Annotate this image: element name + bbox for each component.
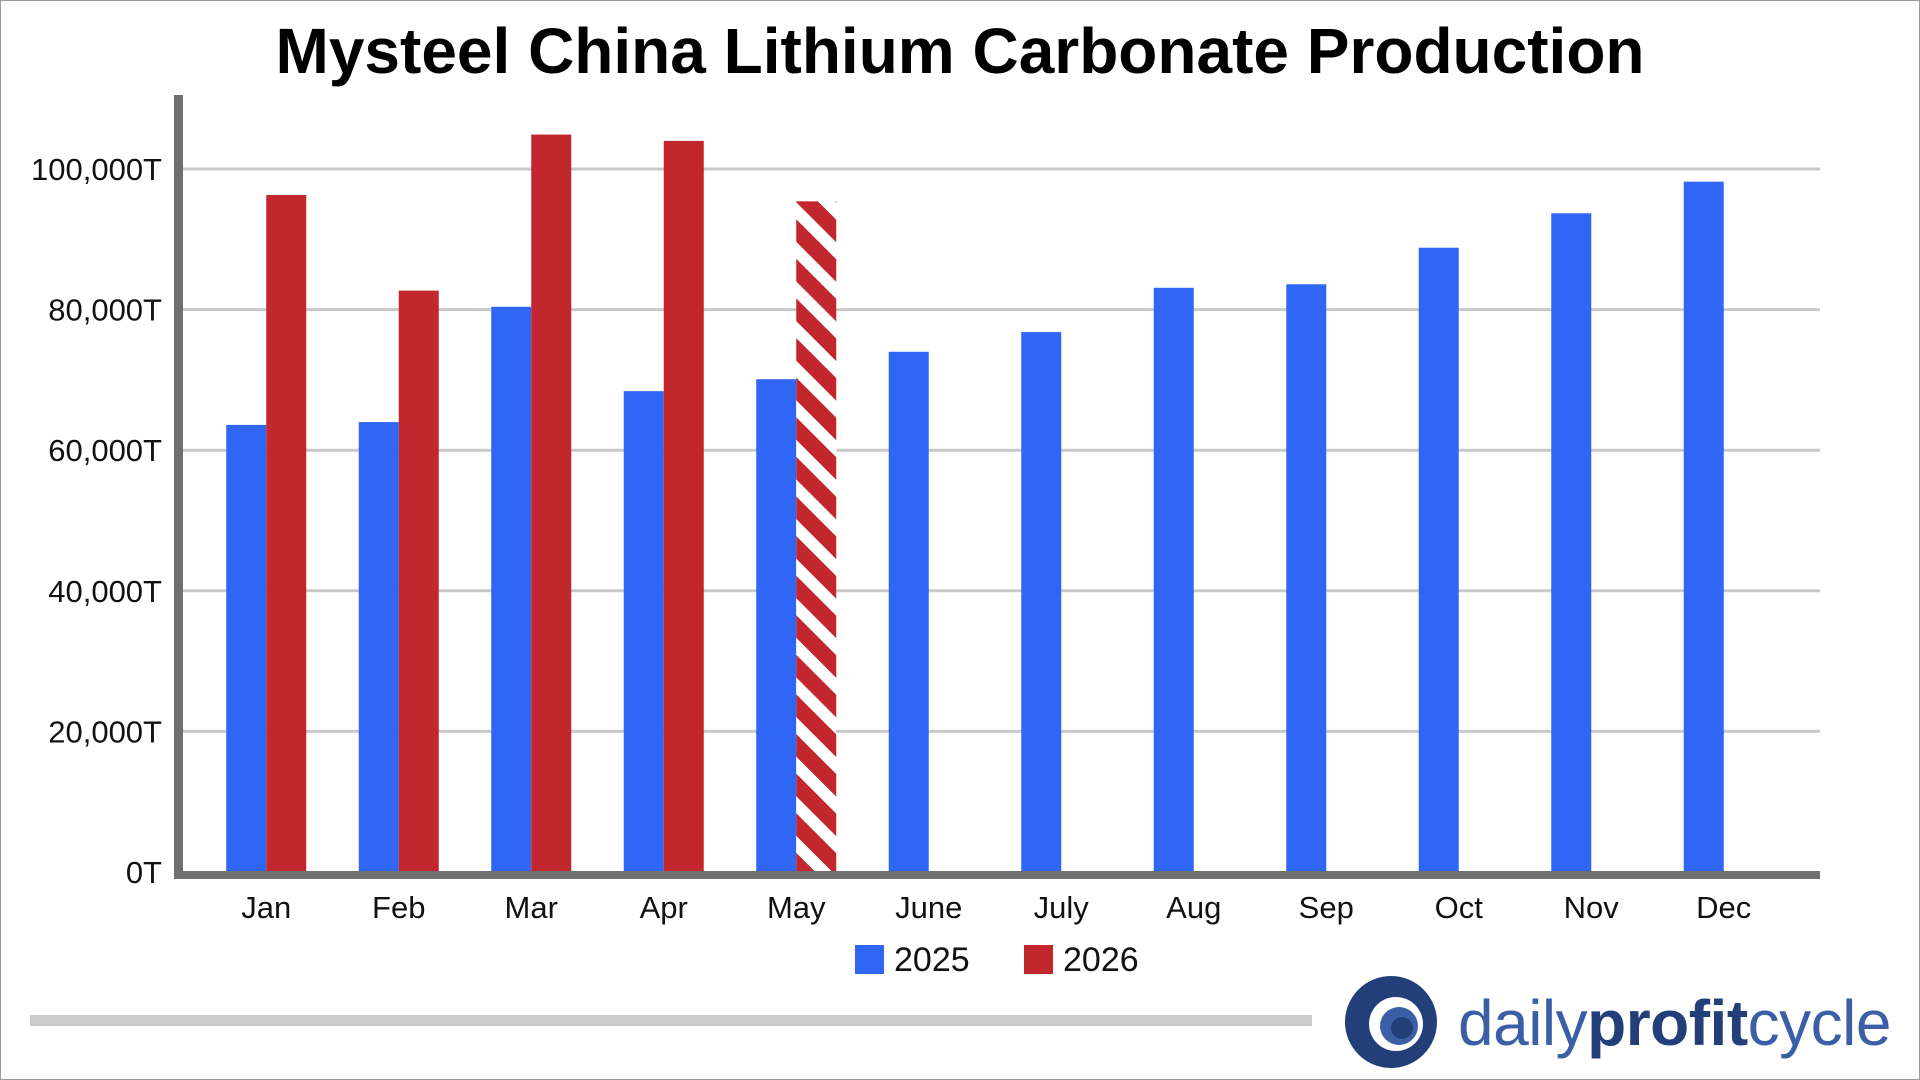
legend-label-2026: 2026 bbox=[1063, 941, 1139, 979]
footer-divider bbox=[30, 1015, 1312, 1026]
y-axis-line bbox=[174, 95, 183, 878]
x-tick-label: Sep bbox=[1299, 890, 1354, 925]
axes bbox=[174, 95, 1820, 879]
brand-emphasis: profit bbox=[1587, 987, 1748, 1059]
bar-2025-oct bbox=[1418, 247, 1459, 873]
bar-2025-may bbox=[756, 379, 797, 872]
y-tick-labels: 0T 20,000T 40,000T 60,000T 80,000T 100,000T bbox=[31, 152, 162, 890]
circle-logo-icon bbox=[1345, 976, 1437, 1068]
x-tick-label: May bbox=[767, 890, 826, 925]
legend: 2025 2026 bbox=[855, 941, 1139, 979]
bar-2026-may bbox=[796, 201, 837, 872]
bar-2026-feb bbox=[398, 290, 439, 872]
y-tick-label: 0T bbox=[126, 855, 162, 890]
x-tick-label: Aug bbox=[1166, 890, 1221, 925]
chart-title: Mysteel China Lithium Carbonate Producti… bbox=[275, 15, 1645, 87]
bar-2026-apr bbox=[663, 140, 704, 872]
x-tick-label: Apr bbox=[640, 890, 688, 925]
y-tick-label: 40,000T bbox=[48, 574, 162, 609]
x-tick-label: Jan bbox=[241, 890, 291, 925]
x-tick-labels: Jan Feb Mar Apr May June July Aug Sep Oct Nov Dec bbox=[241, 890, 1751, 925]
y-tick-label: 20,000T bbox=[48, 714, 162, 749]
brand-suffix: cycle bbox=[1747, 987, 1892, 1059]
x-tick-label: Oct bbox=[1435, 890, 1484, 925]
y-tick-label: 100,000T bbox=[31, 152, 162, 187]
bar-2025-sep bbox=[1286, 284, 1327, 872]
bar-2025-july bbox=[1021, 332, 1062, 872]
bar-2026-jan bbox=[266, 195, 307, 873]
bar-2025-apr bbox=[623, 391, 664, 872]
x-tick-label: Nov bbox=[1564, 890, 1620, 925]
x-tick-label: June bbox=[895, 890, 962, 925]
gridlines bbox=[183, 167, 1820, 733]
x-axis-line bbox=[174, 871, 1820, 879]
x-tick-label: Mar bbox=[505, 890, 558, 925]
bar-2026-mar bbox=[531, 134, 572, 873]
legend-label-2025: 2025 bbox=[894, 941, 970, 979]
bar-2025-feb bbox=[358, 422, 399, 872]
bar-2025-dec bbox=[1683, 181, 1724, 873]
brand-prefix: daily bbox=[1458, 987, 1588, 1059]
bar-2025-jan bbox=[226, 424, 267, 872]
bar-2025-nov bbox=[1551, 213, 1592, 872]
bars bbox=[226, 134, 1724, 873]
brand-wordmark: dailyprofitcycle bbox=[1458, 986, 1891, 1060]
x-tick-label: Dec bbox=[1696, 890, 1751, 925]
y-tick-label: 60,000T bbox=[48, 433, 162, 468]
legend-swatch-2026 bbox=[1024, 945, 1053, 974]
bar-2025-aug bbox=[1153, 287, 1194, 872]
legend-swatch-2025 bbox=[855, 945, 884, 974]
y-tick-label: 80,000T bbox=[48, 293, 162, 328]
bar-2025-june bbox=[888, 351, 929, 872]
bar-2025-mar bbox=[491, 306, 532, 873]
x-tick-label: July bbox=[1034, 890, 1090, 925]
x-tick-label: Feb bbox=[372, 890, 425, 925]
